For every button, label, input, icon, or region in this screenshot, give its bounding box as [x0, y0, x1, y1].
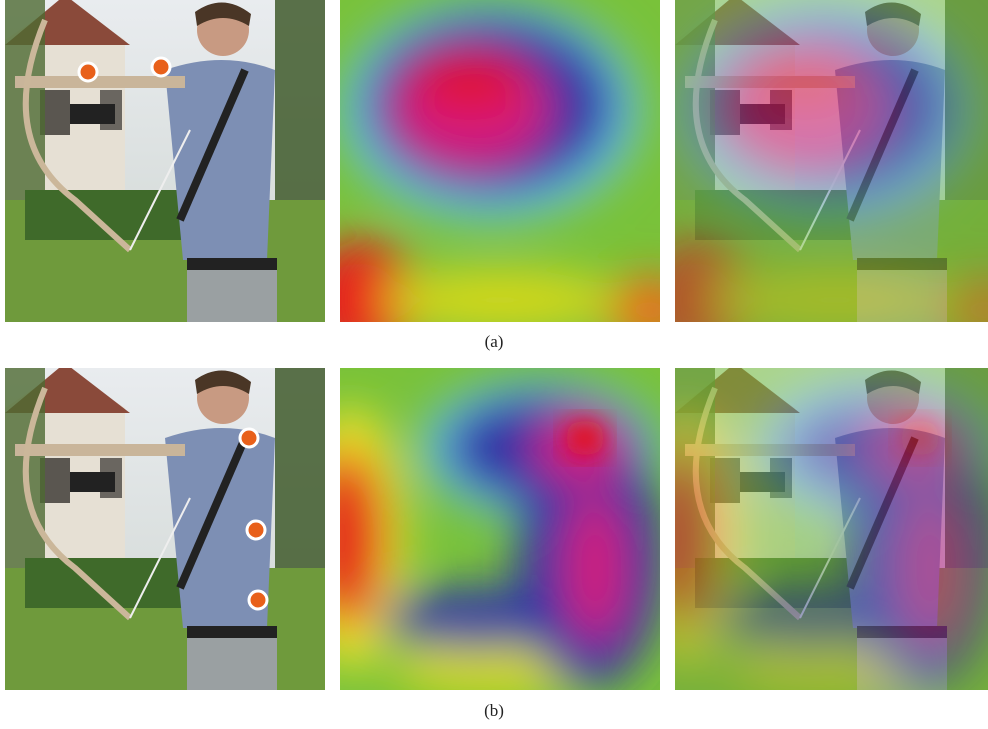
photo-a — [5, 0, 325, 322]
figure: (a) (b) — [0, 0, 988, 729]
overlay-b — [630, 363, 988, 698]
overlay-a — [635, 0, 988, 360]
heatmap-b — [295, 368, 665, 698]
photo-b — [5, 363, 325, 690]
caption: (a) — [485, 332, 504, 351]
heatmap-a — [300, 0, 695, 360]
caption: (b) — [484, 701, 504, 720]
